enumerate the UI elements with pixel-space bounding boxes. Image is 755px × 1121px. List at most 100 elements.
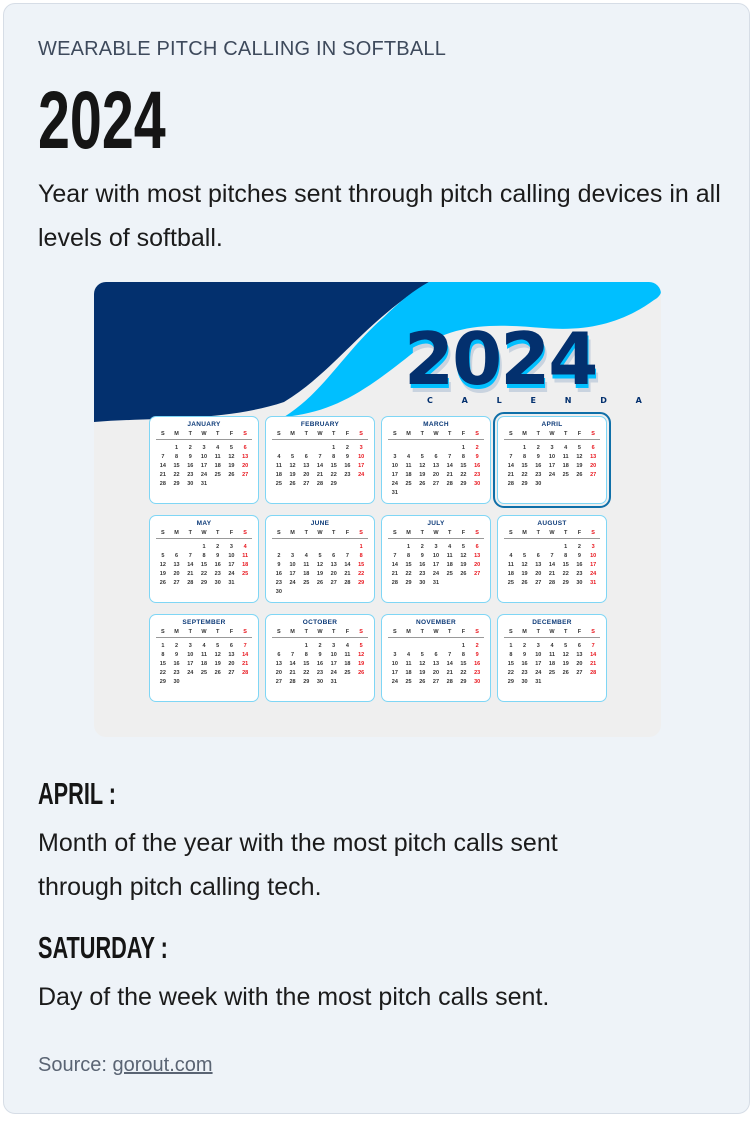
day-cell: 31 [535,679,542,685]
day-cell: 30 [474,679,481,685]
weekday-label: F [340,629,355,638]
day-cell: 3 [332,643,336,649]
day-cell: 1 [461,445,465,451]
day-cell: 1 [461,643,465,649]
day-cell: 5 [229,445,233,451]
day-cell: 9 [475,454,479,460]
weekday-label: M [401,431,416,440]
day-cell: 14 [316,463,324,469]
calendar-subtitle: C A L E N D A R [427,396,661,405]
day-cell: 30 [535,481,542,487]
month-name: APRIL [541,421,563,428]
day-cell: 9 [345,454,349,460]
day-cell: 14 [590,652,597,658]
weekday-label: S [156,629,170,638]
day-cell: 15 [460,661,467,667]
day-cell: 7 [188,553,192,559]
weekday-label: F [456,629,471,638]
day-cell: 25 [242,571,249,577]
empty-cell [388,643,402,649]
month-name: MARCH [423,421,449,428]
day-cell: 19 [289,472,296,478]
empty-cell [286,643,300,649]
empty-cell [272,544,286,550]
empty-cell [415,445,429,451]
svg-text:2024: 2024 [407,325,599,409]
day-cell: 18 [344,661,351,667]
day-cell: 13 [474,553,481,559]
day-cell: 20 [432,472,440,478]
day-cell: 24 [391,481,398,487]
weekday-label: S [354,431,368,440]
day-cell: 29 [200,580,208,586]
day-cell: 12 [159,562,166,568]
day-cell: 10 [391,661,398,667]
empty-cell [341,544,355,550]
day-cell: 17 [590,562,597,568]
day-cell: 7 [448,652,452,658]
day-cell: 21 [548,571,556,577]
weekday-label: T [442,629,457,638]
day-cell: 30 [173,679,180,685]
day-cell: 6 [229,643,233,649]
day-cell: 5 [216,643,220,649]
day-grid: S M T W T F S 1 2 3 4 5 6 7 8 9 10 11 12 13 14 15 16 17 18 19 20 21… [388,530,484,586]
day-cell: 10 [432,553,440,559]
month-card-april: APRIL S M T W T F S 1 2 3 4 5 6 7 8 9 10 11 12 13 14 15 16 17 18 1… [493,412,611,508]
day-cell: 16 [576,562,583,568]
day-cell: 18 [562,463,569,469]
day-cell: 18 [548,661,556,667]
source-link[interactable]: gorout.com [112,1054,213,1076]
day-cell: 12 [316,562,324,568]
weekday-label: T [210,530,225,539]
day-cell: 14 [391,562,398,568]
day-cell: 2 [188,445,192,451]
weekday-label: T [326,431,341,440]
day-cell: 11 [446,553,453,559]
day-cell: 25 [548,670,556,676]
day-cell: 18 [200,661,208,667]
day-cell: 15 [521,463,528,469]
empty-cell [429,445,443,451]
day-cell: 11 [275,463,282,469]
day-cell: 22 [159,670,166,676]
day-cell: 19 [316,571,324,577]
day-cell: 19 [214,661,221,667]
headline-stat: 2024 [38,75,166,166]
weekday-label: S [354,629,368,638]
day-cell: 21 [242,661,249,667]
empty-cell [415,643,429,649]
day-cell: 28 [316,481,324,487]
weekday-label: F [572,431,587,440]
weekday-label: T [210,629,225,638]
day-cell: 23 [316,670,324,676]
weekday-label: W [313,431,327,440]
day-cell: 3 [591,544,595,550]
day-cell: 29 [173,481,180,487]
day-cell: 20 [303,472,310,478]
weekday-label: F [340,530,355,539]
day-cell: 27 [535,580,542,586]
weekday-label: T [558,431,573,440]
month-name: DECEMBER [532,619,572,626]
weekday-label: M [401,629,416,638]
month-name: JANUARY [187,421,221,428]
day-cell: 10 [548,454,556,460]
day-cell: 11 [303,562,310,568]
day-cell: 29 [358,580,365,586]
headline-description: Year with most pitches sent through pitc… [38,180,721,252]
weekday-label: S [272,431,286,440]
day-cell: 9 [420,553,424,559]
weekday-label: T [299,629,314,638]
day-cell: 25 [446,571,453,577]
day-cell: 4 [277,454,281,460]
month-name: OCTOBER [302,619,338,626]
weekday-label: S [504,431,518,440]
day-cell: 28 [344,580,351,586]
day-cell: 19 [228,463,235,469]
empty-cell [299,445,313,451]
day-cell: 27 [275,679,282,685]
day-cell: 22 [173,472,180,478]
day-cell: 7 [393,553,397,559]
weekday-label: M [285,629,300,638]
